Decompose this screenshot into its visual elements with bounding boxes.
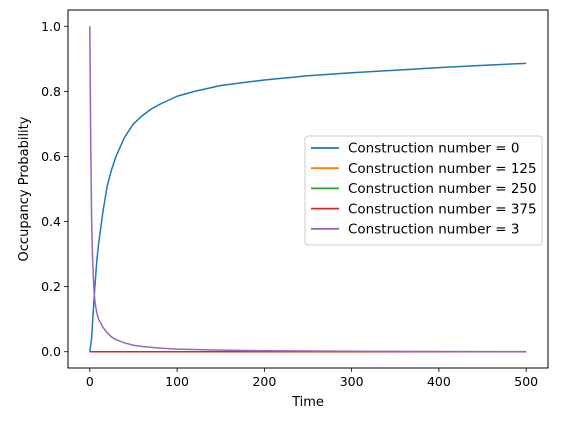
y-tick-label: 0.4 bbox=[41, 214, 61, 229]
x-axis-ticks: 0 100 200 300 400 500 bbox=[86, 368, 538, 389]
x-axis-label: Time bbox=[291, 395, 324, 410]
x-tick-label: 200 bbox=[252, 374, 276, 389]
x-tick-label: 100 bbox=[165, 374, 189, 389]
y-axis-ticks: 0.0 0.2 0.4 0.6 0.8 1.0 bbox=[41, 19, 68, 359]
y-tick-label: 0.0 bbox=[41, 344, 61, 359]
legend: Construction number = 0 Construction numb… bbox=[304, 135, 543, 246]
legend-entry: Construction number = 3 bbox=[348, 222, 519, 238]
plot-frame bbox=[67, 9, 549, 369]
legend-entry: Construction number = 250 bbox=[348, 181, 537, 197]
y-axis-label: Occupancy Probability bbox=[17, 116, 32, 261]
x-tick-label: 0 bbox=[86, 374, 94, 389]
y-tick-label: 1.0 bbox=[41, 19, 61, 34]
y-tick-label: 0.6 bbox=[41, 149, 61, 164]
y-tick-label: 0.2 bbox=[41, 279, 61, 294]
legend-entry: Construction number = 0 bbox=[348, 141, 519, 157]
y-tick-label: 0.8 bbox=[41, 84, 61, 99]
legend-entry: Construction number = 375 bbox=[348, 201, 537, 217]
x-tick-label: 500 bbox=[514, 374, 538, 389]
x-tick-label: 400 bbox=[427, 374, 451, 389]
series-line-0 bbox=[89, 62, 527, 352]
plot-lines bbox=[89, 26, 527, 353]
legend-entry: Construction number = 125 bbox=[348, 161, 537, 177]
series-line-4 bbox=[89, 26, 527, 353]
x-tick-label: 300 bbox=[340, 374, 364, 389]
legend-box bbox=[304, 135, 543, 246]
